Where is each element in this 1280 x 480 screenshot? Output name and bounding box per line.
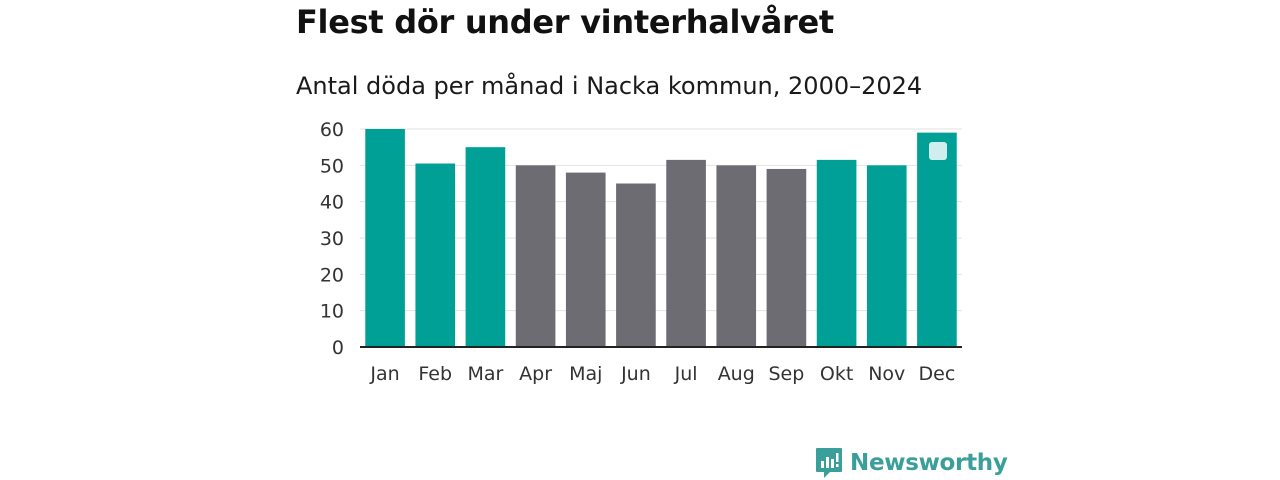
legend-swatch[interactable] <box>929 142 947 160</box>
chart-title: Flest dör under vinterhalvåret <box>296 3 834 41</box>
y-tick-label: 40 <box>320 192 344 214</box>
bar-apr[interactable] <box>515 165 556 347</box>
y-tick-label: 60 <box>320 119 344 141</box>
y-tick-label: 20 <box>320 264 344 286</box>
y-tick-label: 50 <box>320 155 344 177</box>
bar-jan[interactable] <box>365 129 405 347</box>
y-tick-label: 0 <box>332 337 344 359</box>
chart-subtitle: Antal döda per månad i Nacka kommun, 200… <box>296 72 923 100</box>
grid-lines <box>360 128 962 312</box>
y-tick-label: 10 <box>320 301 344 323</box>
x-tick-label: Nov <box>868 363 905 385</box>
bar-okt[interactable] <box>816 159 857 347</box>
bars <box>365 129 957 348</box>
bar-jun[interactable] <box>616 183 656 348</box>
x-tick-label: Maj <box>569 363 602 385</box>
x-tick-label: Jun <box>620 363 651 385</box>
bar-chart: 0 10 20 30 40 50 60 Jan Feb Mar Apr Maj Jun Jul Aug Se… <box>320 119 962 385</box>
x-axis-ticks: Jan Feb Mar Apr Maj Jun Jul Aug Sep Okt Nov Dec <box>369 363 955 385</box>
bar-mar[interactable] <box>465 147 506 347</box>
x-tick-label: Sep <box>769 363 805 385</box>
newsworthy-logo-icon <box>816 448 842 478</box>
bar-feb[interactable] <box>415 163 456 347</box>
brand-name: Newsworthy <box>850 450 1008 476</box>
x-tick-label: Feb <box>418 363 452 385</box>
bar-sep[interactable] <box>766 168 807 347</box>
x-tick-label: Apr <box>519 363 552 385</box>
x-tick-label: Okt <box>820 363 853 385</box>
bar-dec[interactable] <box>917 132 957 347</box>
bar-maj[interactable] <box>565 172 606 347</box>
x-tick-label: Dec <box>919 363 956 385</box>
y-tick-label: 30 <box>320 228 344 250</box>
x-tick-label: Aug <box>718 363 755 385</box>
bar-aug[interactable] <box>716 165 757 347</box>
x-tick-label: Mar <box>467 363 503 385</box>
bar-jul[interactable] <box>666 159 706 347</box>
brand-logo: Newsworthy <box>814 446 1008 480</box>
x-tick-label: Jul <box>674 363 698 385</box>
y-axis-ticks: 0 10 20 30 40 50 60 <box>320 119 344 359</box>
bar-nov[interactable] <box>866 165 907 347</box>
x-tick-label: Jan <box>369 363 399 385</box>
